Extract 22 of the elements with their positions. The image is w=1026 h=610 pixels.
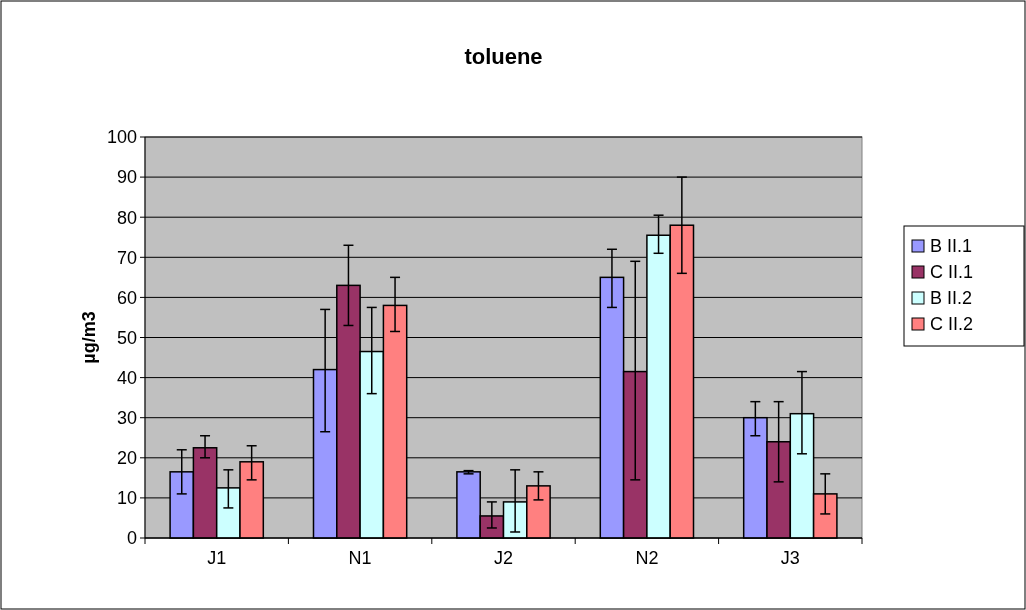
legend-label: B II.1 [930,236,973,257]
x-tick-label: J3 [780,548,800,568]
y-tick-label: 30 [116,408,137,428]
y-tick-label: 50 [116,327,137,348]
y-tick-label: 90 [116,167,137,188]
legend-label: C II.2 [930,314,974,335]
y-tick-label: 0 [126,528,137,549]
x-tick-label: N2 [635,548,659,568]
chart-title: toluene [464,44,543,69]
y-axis-title: µg/m3 [79,311,99,364]
y-tick-label: 70 [116,247,137,268]
x-tick-label: J2 [493,548,514,568]
y-tick-label: 10 [116,488,137,509]
x-tick-label: J1 [207,548,227,568]
y-tick-label: 60 [116,287,137,308]
legend-label: B II.2 [930,288,973,309]
y-tick-label: 80 [116,207,137,228]
y-tick-label: 40 [116,367,137,388]
y-tick-label: 100 [106,127,137,148]
y-tick-label: 20 [116,448,137,469]
x-tick-label: N1 [348,548,372,568]
legend-label: C II.1 [930,262,974,283]
